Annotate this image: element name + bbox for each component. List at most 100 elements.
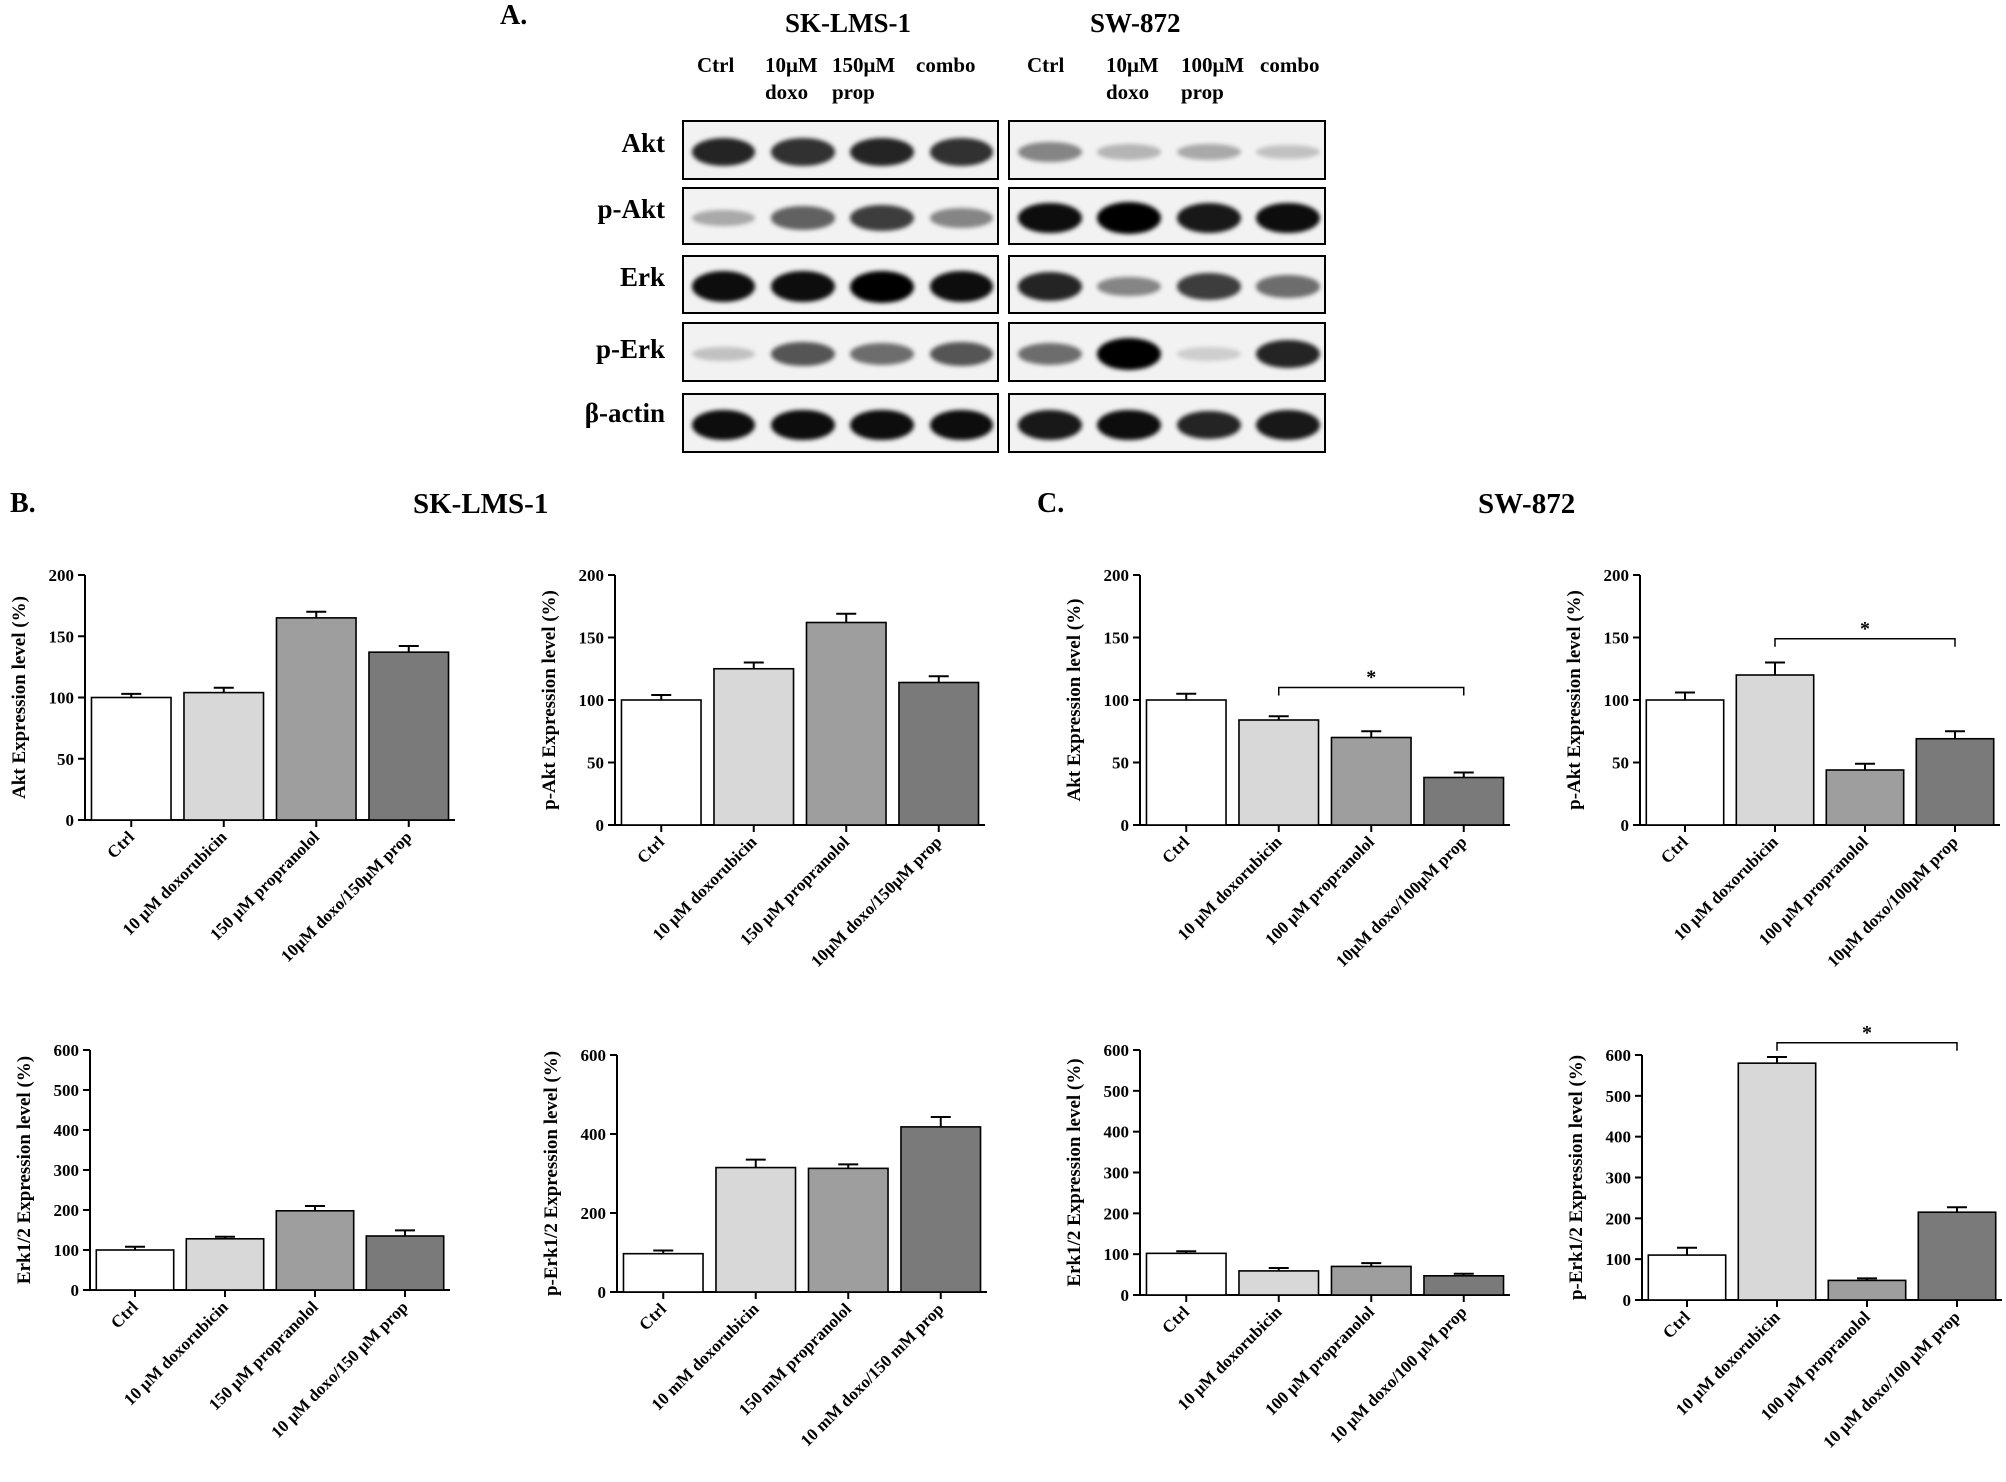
y-tick-label: 600 bbox=[1606, 1046, 1632, 1065]
y-tick-label: 100 bbox=[1104, 691, 1130, 710]
y-tick-label: 100 bbox=[1606, 1250, 1632, 1269]
bar-chart-sw872-p-akt: p-Akt Expression level (%) 0 50 100 150 200 Ct… bbox=[1564, 566, 2000, 971]
bar bbox=[1825, 769, 1905, 826]
significance-bracket bbox=[1774, 638, 1956, 647]
bar bbox=[1330, 736, 1412, 826]
blot-band bbox=[771, 409, 835, 441]
blot-band bbox=[1176, 410, 1241, 440]
bar bbox=[1737, 1062, 1817, 1301]
blot-band bbox=[1017, 142, 1082, 162]
y-tick-label: 100 bbox=[49, 689, 75, 708]
x-tick-label: Ctrl bbox=[1657, 832, 1692, 867]
chart-plot: Erk1/2 Expression level (%) 0 100 200 300 400… bbox=[1064, 1041, 1510, 1447]
blot-band bbox=[1097, 276, 1162, 297]
blot-band bbox=[1017, 342, 1082, 366]
lane-label: Ctrl bbox=[697, 53, 735, 77]
y-axis-label: Akt Expression level (%) bbox=[9, 596, 30, 799]
y-tick-label: 400 bbox=[1104, 1123, 1130, 1142]
significance-label: * bbox=[1366, 667, 1376, 689]
x-tick-label: Ctrl bbox=[635, 1299, 670, 1334]
y-tick-label: 0 bbox=[1621, 816, 1630, 835]
bar bbox=[1330, 1265, 1412, 1296]
significance-bracket bbox=[1278, 686, 1465, 696]
y-tick-label: 300 bbox=[1104, 1164, 1130, 1183]
y-tick-label: 100 bbox=[1104, 1245, 1130, 1264]
y-tick-label: 500 bbox=[1606, 1087, 1632, 1106]
y-axis-label: p-Akt Expression level (%) bbox=[539, 590, 560, 810]
protein-label: Erk bbox=[619, 262, 665, 292]
chart-plot: p-Erk1/2 Expression level (%) 0 100 200 300 4… bbox=[1566, 1022, 2002, 1452]
y-tick-label: 50 bbox=[587, 754, 604, 773]
blot-panel bbox=[1008, 322, 1326, 382]
chart-plot: p-Akt Expression level (%) 0 50 100 150 200 Ct… bbox=[539, 566, 985, 971]
blot-band bbox=[929, 271, 994, 302]
lane-label: Ctrl bbox=[1027, 53, 1065, 77]
bar bbox=[95, 1249, 175, 1291]
blot-band bbox=[691, 346, 756, 362]
blot-band bbox=[1176, 273, 1241, 300]
y-tick-label: 200 bbox=[54, 1201, 80, 1220]
y-tick-label: 150 bbox=[1104, 629, 1130, 648]
y-tick-label: 150 bbox=[1604, 629, 1630, 648]
significance-label: * bbox=[1862, 1022, 1872, 1044]
blot-band bbox=[1097, 409, 1162, 441]
blot-band bbox=[691, 409, 756, 441]
blot-band bbox=[1017, 410, 1082, 440]
y-tick-label: 500 bbox=[1104, 1082, 1130, 1101]
blot-band bbox=[1176, 203, 1241, 233]
blot-band bbox=[771, 341, 835, 367]
y-tick-label: 300 bbox=[54, 1161, 80, 1180]
bar bbox=[275, 1210, 355, 1291]
y-tick-label: 600 bbox=[1104, 1041, 1130, 1060]
blot-band bbox=[850, 342, 914, 366]
protein-label: Akt bbox=[621, 128, 665, 158]
bar bbox=[620, 699, 702, 826]
bar-chart-sw872-akt: Akt Expression level (%) 0 50 100 150 200 Ctrl… bbox=[1064, 566, 1510, 971]
bar bbox=[1423, 776, 1505, 826]
y-tick-label: 0 bbox=[596, 816, 605, 835]
y-tick-label: 0 bbox=[1121, 1286, 1130, 1305]
y-tick-label: 300 bbox=[1606, 1169, 1632, 1188]
blot-band bbox=[850, 409, 914, 441]
bar bbox=[1647, 1254, 1727, 1301]
bar bbox=[1423, 1275, 1505, 1296]
blot-band bbox=[850, 270, 914, 303]
blot-band bbox=[929, 409, 994, 441]
y-axis-label: Akt Expression level (%) bbox=[1064, 599, 1085, 802]
blot-panel bbox=[682, 255, 999, 314]
blot-band bbox=[1176, 143, 1241, 161]
blot-panel bbox=[682, 393, 999, 453]
y-tick-label: 400 bbox=[1606, 1128, 1632, 1147]
lane-label: 10μM doxo bbox=[1106, 53, 1159, 104]
blot-band bbox=[691, 209, 756, 227]
y-tick-label: 100 bbox=[579, 691, 605, 710]
y-tick-label: 200 bbox=[1606, 1209, 1632, 1228]
y-tick-label: 400 bbox=[54, 1121, 80, 1140]
blot-band bbox=[771, 271, 835, 302]
x-tick-label: Ctrl bbox=[633, 832, 668, 867]
blot-panel bbox=[682, 120, 999, 180]
blot-band bbox=[1017, 272, 1082, 301]
blot-band bbox=[1256, 144, 1321, 160]
bar bbox=[1645, 699, 1725, 826]
x-tick-label: Ctrl bbox=[107, 1297, 142, 1332]
y-tick-label: 600 bbox=[54, 1041, 80, 1060]
blot-band bbox=[1097, 144, 1162, 160]
bar bbox=[365, 1235, 445, 1291]
bar bbox=[368, 651, 450, 821]
bar bbox=[805, 621, 887, 826]
y-tick-label: 200 bbox=[1104, 566, 1130, 585]
bar-chart-sklms1-p-akt: p-Akt Expression level (%) 0 50 100 150 200 Ct… bbox=[539, 566, 985, 971]
bar bbox=[900, 1126, 982, 1293]
blot-band bbox=[1256, 339, 1321, 369]
y-tick-label: 150 bbox=[49, 627, 75, 646]
bar bbox=[622, 1252, 704, 1293]
bar bbox=[898, 681, 980, 826]
y-tick-label: 50 bbox=[1112, 754, 1129, 773]
y-tick-label: 0 bbox=[1121, 816, 1130, 835]
blot-band bbox=[691, 137, 756, 167]
blot-band bbox=[771, 138, 835, 166]
blot-panel bbox=[682, 322, 999, 382]
y-axis-label: Erk1/2 Expression level (%) bbox=[1064, 1058, 1085, 1286]
y-tick-label: 50 bbox=[1612, 754, 1629, 773]
